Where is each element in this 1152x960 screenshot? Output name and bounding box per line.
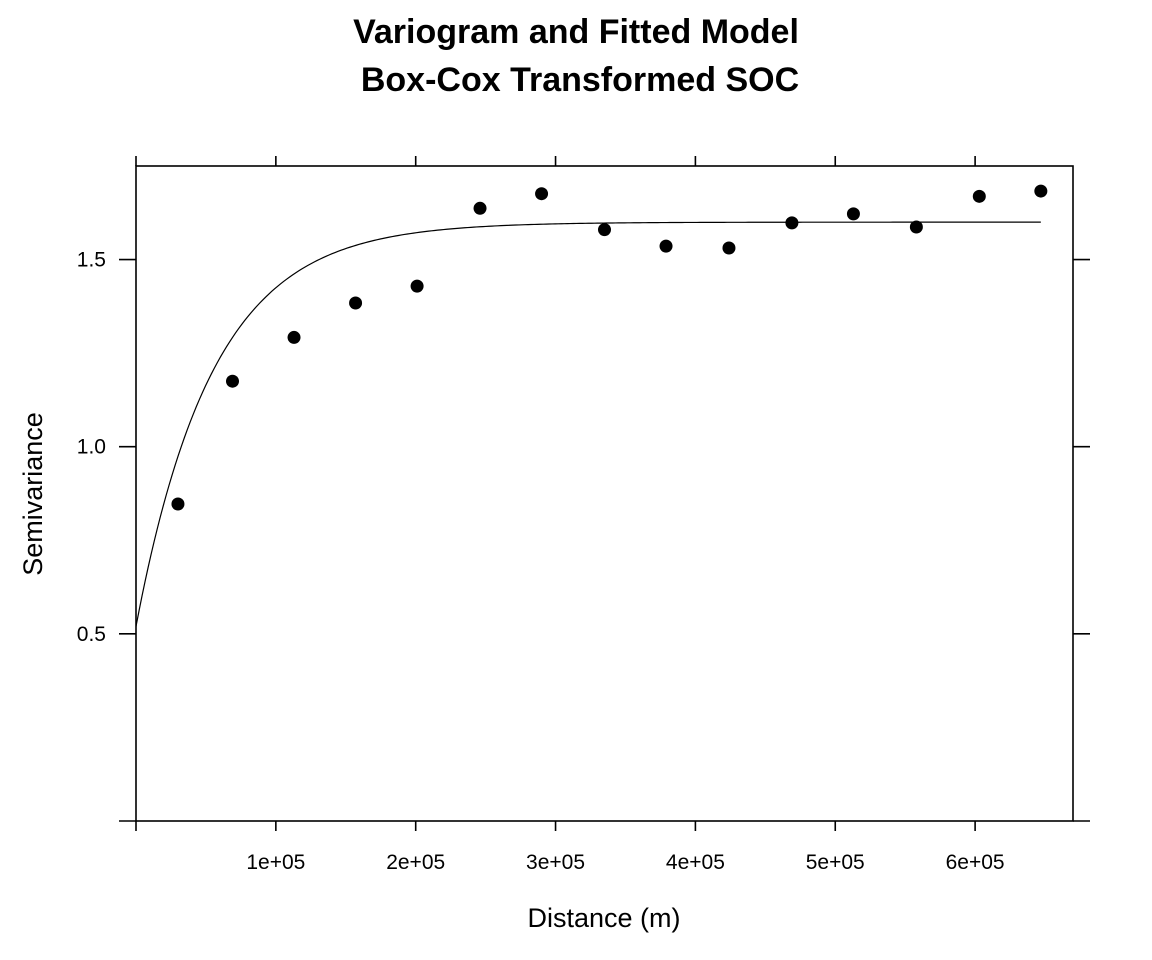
variogram-point [598,223,611,237]
variogram-points [171,184,1048,511]
variogram-point [659,239,673,253]
variogram-point [785,216,799,230]
y-tick-label: 1.5 [77,249,106,272]
variogram-point [287,330,301,344]
variogram-point [225,374,239,388]
variogram-point [722,241,736,255]
plot-frame [135,165,1074,822]
fitted-model-line [135,221,1041,627]
y-tick-label: 1.0 [77,436,106,459]
x-tick-label: 6e+05 [946,851,1005,874]
variogram-point [535,187,549,201]
y-axis-label: Semivariance [18,412,48,576]
variogram-point [972,189,986,203]
variogram-point [473,201,487,215]
x-tick-label: 3e+05 [526,851,585,874]
variogram-point [1034,184,1048,198]
x-tick-label: 5e+05 [806,851,865,874]
x-tick-label: 1e+05 [246,851,305,874]
y-axis: 0.5 1.0 1.5 [77,249,1090,822]
variogram-point [909,220,923,234]
chart-title: Variogram and Fitted Model [353,13,799,51]
y-tick-label: 0.5 [77,623,106,646]
x-tick-label: 2e+05 [386,851,445,874]
variogram-point [846,207,860,221]
variogram-point [171,497,185,511]
chart-subtitle: Box-Cox Transformed SOC [361,61,799,99]
x-tick-label: 4e+05 [666,851,725,874]
x-axis: 1e+05 2e+05 3e+05 4e+05 5e+05 6e+05 [135,156,1005,874]
variogram-point [349,296,363,310]
x-axis-label: Distance (m) [527,903,680,933]
variogram-point [410,279,424,293]
